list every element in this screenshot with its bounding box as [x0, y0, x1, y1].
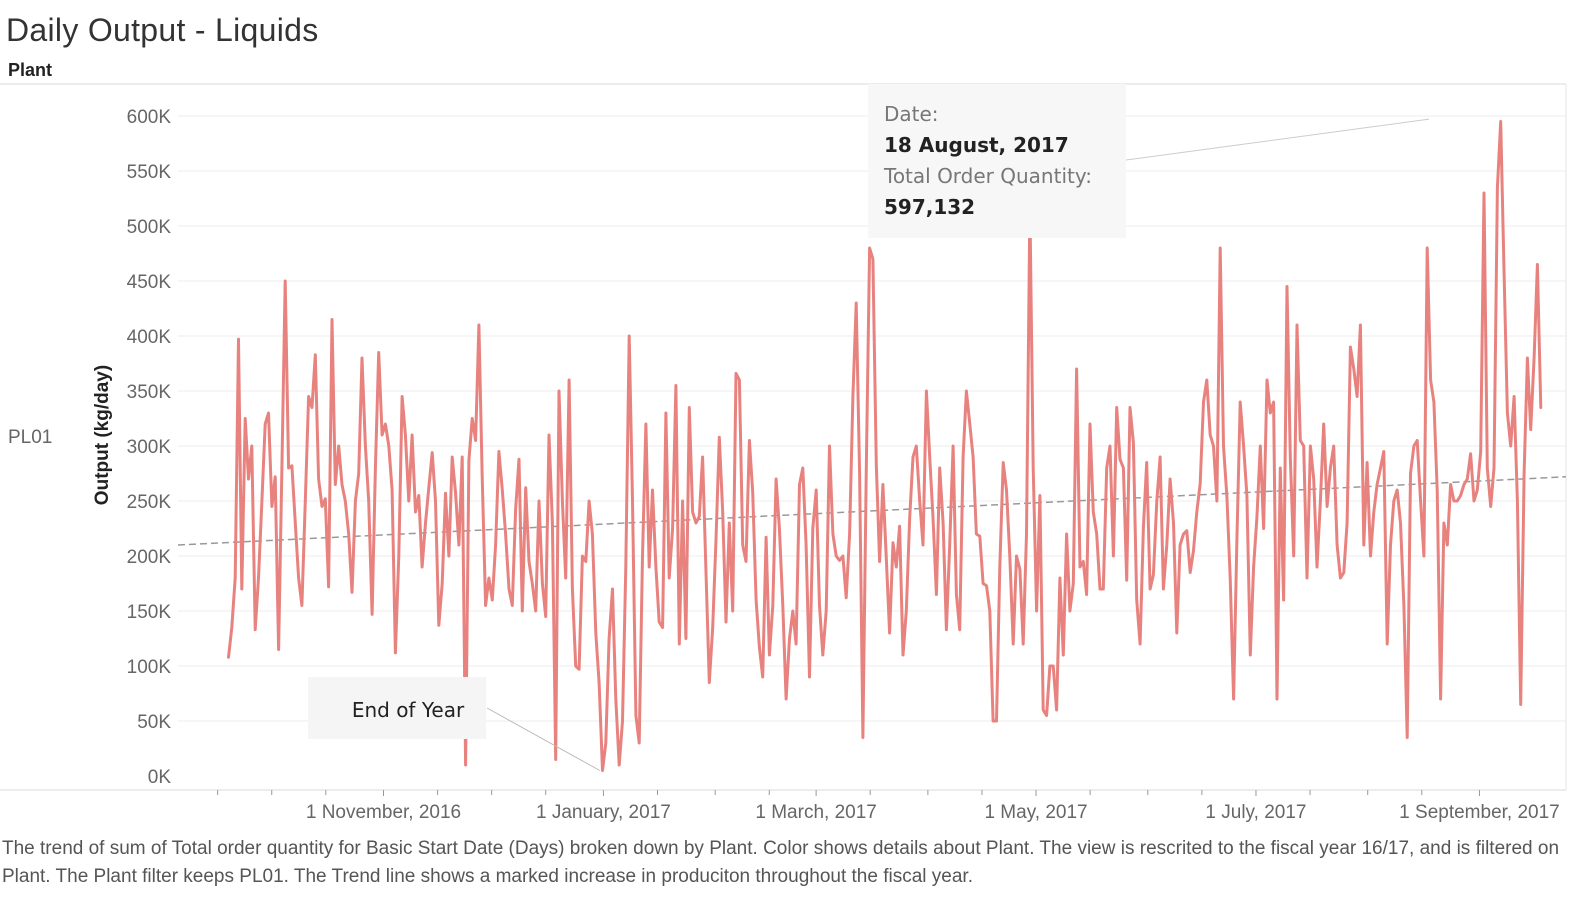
- tooltip-qty-label: Total Order Quantity:: [883, 164, 1092, 188]
- y-tick-label: 400K: [127, 327, 172, 348]
- y-tick-label: 100K: [127, 657, 172, 678]
- dashboard-title: Daily Output - Liquids: [6, 12, 319, 48]
- x-tick-label: 1 May, 2017: [984, 802, 1087, 823]
- tooltip-leader: [1125, 118, 1430, 161]
- y-axis-label: Output (kg/day): [92, 365, 113, 505]
- y-tick-label: 350K: [127, 382, 172, 403]
- chart-borders: [0, 83, 1567, 791]
- plant-row-label: PL01: [8, 427, 53, 448]
- end-of-year-annotation: End of Year: [308, 677, 601, 771]
- y-tick-label: 600K: [127, 107, 172, 128]
- x-tick-label: 1 November, 2016: [306, 802, 461, 823]
- tooltip: Date: 18 August, 2017 Total Order Quantity…: [868, 84, 1430, 238]
- series-line-group[interactable]: [227, 120, 1543, 772]
- annotation-leader: [486, 707, 601, 771]
- annotation-text: End of Year: [352, 698, 465, 722]
- tooltip-box: [868, 84, 1126, 238]
- y-tick-label: 0K: [148, 767, 172, 788]
- y-tick-label: 300K: [127, 437, 172, 458]
- trend-line[interactable]: [177, 476, 1567, 546]
- y-tick-label: 550K: [127, 162, 172, 183]
- trend-line-path[interactable]: [177, 476, 1567, 546]
- y-tick-label: 200K: [127, 547, 172, 568]
- y-tick-label: 150K: [127, 602, 172, 623]
- x-tick-label: 1 September, 2017: [1399, 802, 1560, 823]
- tooltip-date-label: Date:: [884, 102, 939, 126]
- x-tick-label: 1 January, 2017: [536, 802, 671, 823]
- x-axis: 1 November, 2016 1 January, 2017 1 March, …: [217, 790, 1560, 823]
- y-tick-label: 500K: [127, 217, 172, 238]
- y-tick-label: 450K: [127, 272, 172, 293]
- tooltip-date-value: 18 August, 2017: [884, 133, 1069, 157]
- tooltip-qty-value: 597,132: [884, 195, 975, 219]
- y-tick-label: 250K: [127, 492, 172, 513]
- annotation-box: [308, 677, 486, 739]
- chart-caption: The trend of sum of Total order quantity…: [2, 838, 1560, 887]
- series-line[interactable]: [227, 120, 1543, 772]
- plant-column-header[interactable]: Plant: [8, 60, 53, 80]
- y-tick-label: 50K: [137, 712, 171, 733]
- x-tick-label: 1 July, 2017: [1205, 802, 1306, 823]
- line-chart[interactable]: 0K 50K 100K 150K 200K 250K 300K 350K 400K 450K 500…: [0, 0, 1594, 830]
- x-tick-label: 1 March, 2017: [755, 802, 876, 823]
- y-axis: 0K 50K 100K 150K 200K 250K 300K 350K 400K 450K 500…: [127, 107, 172, 788]
